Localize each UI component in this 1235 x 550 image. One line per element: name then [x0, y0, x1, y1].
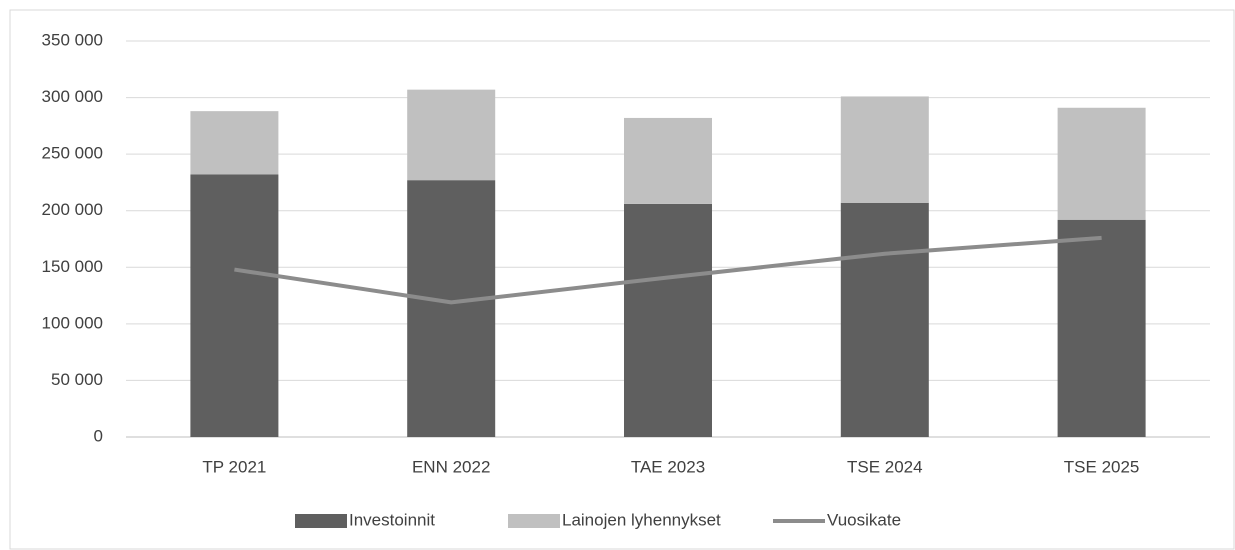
legend-swatch	[508, 514, 560, 528]
y-tick-label: 150 000	[42, 257, 103, 276]
bar	[624, 117, 712, 204]
bar	[1057, 107, 1146, 220]
legend-label: Investoinnit	[349, 510, 435, 529]
legend-label: Lainojen lyhennykset	[562, 510, 721, 529]
bar	[190, 174, 279, 437]
y-tick-label: 50 000	[51, 370, 103, 389]
y-tick-label: 100 000	[42, 313, 103, 332]
bar	[407, 89, 496, 181]
bar	[190, 111, 279, 175]
x-tick-label: TSE 2025	[1064, 457, 1140, 476]
y-tick-label: 250 000	[42, 144, 103, 163]
bar	[1057, 219, 1146, 437]
x-tick-label: TSE 2024	[847, 457, 923, 476]
y-tick-label: 300 000	[42, 87, 103, 106]
bar	[624, 203, 712, 437]
x-tick-label: TAE 2023	[631, 457, 705, 476]
line	[234, 235, 1102, 305]
y-tick-label: 200 000	[42, 200, 103, 219]
bar	[840, 96, 929, 203]
bar	[407, 180, 496, 437]
legend-label: Vuosikate	[827, 510, 901, 529]
y-tick-label: 350 000	[42, 30, 103, 49]
y-tick-label: 0	[94, 426, 103, 445]
legend-swatch	[295, 514, 347, 528]
x-tick-label: ENN 2022	[412, 457, 490, 476]
bar	[840, 202, 929, 437]
x-tick-label: TP 2021	[202, 457, 266, 476]
